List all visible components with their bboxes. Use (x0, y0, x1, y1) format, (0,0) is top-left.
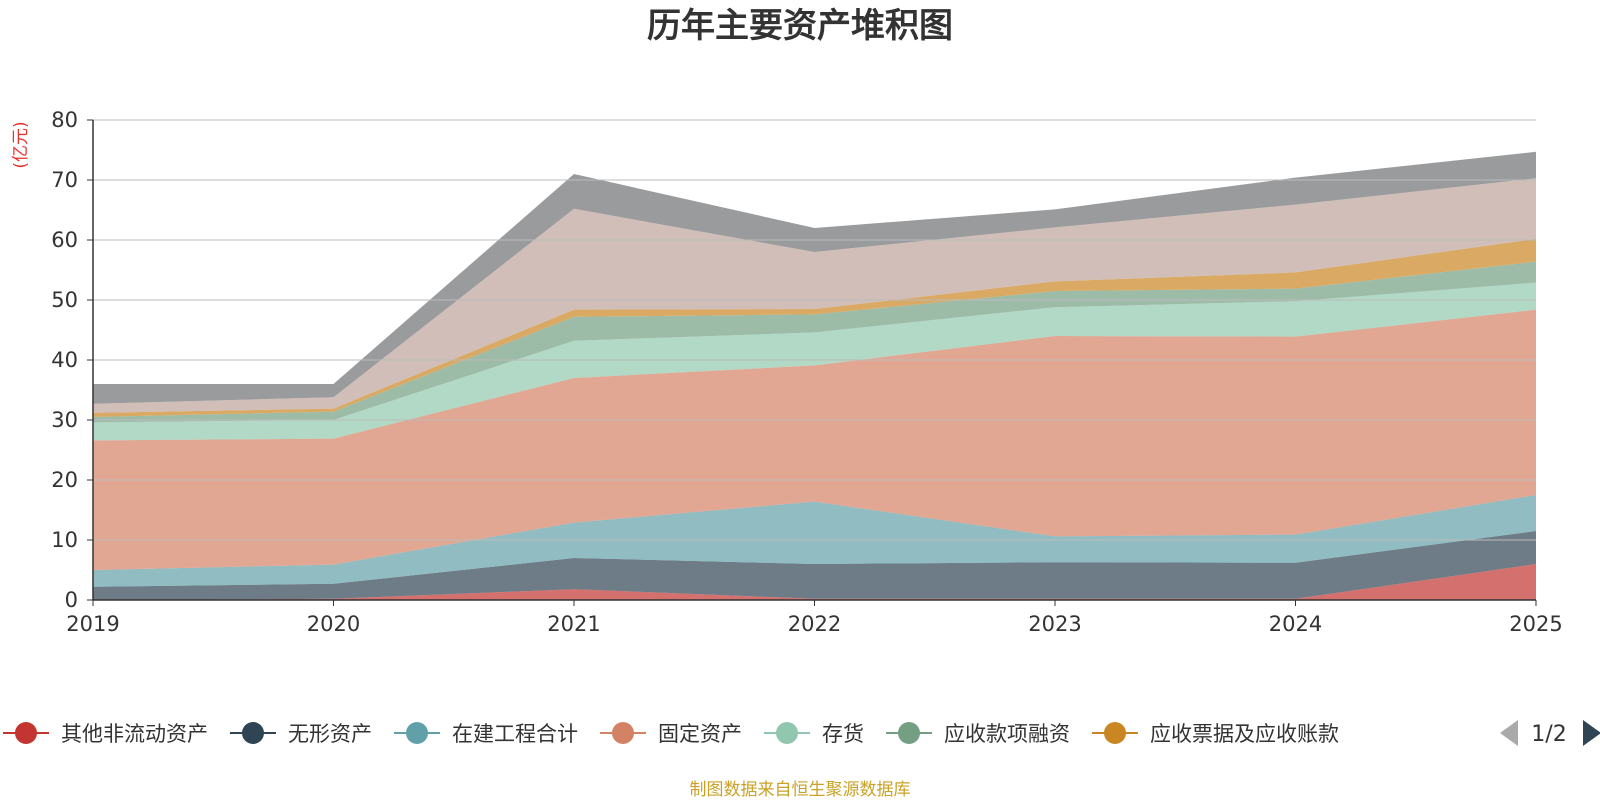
chart-title: 历年主要资产堆积图 (647, 6, 953, 46)
y-tick-label: 10 (51, 528, 78, 552)
y-tick-label: 80 (51, 108, 78, 132)
legend-label: 应收票据及应收账款 (1150, 722, 1339, 746)
legend-label: 在建工程合计 (452, 722, 578, 746)
legend-label: 其他非流动资产 (61, 722, 208, 746)
x-tick-label: 2024 (1269, 612, 1322, 636)
legend: 其他非流动资产 无形资产 在建工程合计 固定资产 存货 应收款项融资 应收票据及应收账款 (3, 722, 1339, 746)
y-tick-label: 0 (65, 588, 78, 612)
pager-next-icon[interactable] (1583, 720, 1600, 746)
legend-pager: 1/2 (1500, 720, 1600, 747)
x-tick-label: 2021 (547, 612, 600, 636)
area-series-2 (93, 495, 1536, 587)
legend-label: 固定资产 (658, 722, 742, 746)
pager-prev-icon[interactable] (1500, 720, 1518, 746)
x-tick-label: 2019 (66, 612, 119, 636)
y-tick-label: 30 (51, 408, 78, 432)
legend-label: 无形资产 (288, 722, 372, 746)
legend-label: 存货 (822, 722, 864, 746)
y-tick-label: 60 (51, 228, 78, 252)
legend-item-0[interactable]: 其他非流动资产 (3, 722, 208, 746)
x-tick-label: 2022 (788, 612, 841, 636)
x-tick-label: 2023 (1028, 612, 1081, 636)
legend-item-4[interactable]: 存货 (763, 722, 864, 746)
legend-circle-icon (405, 722, 428, 744)
legend-label: 应收款项融资 (944, 722, 1070, 746)
area-series-3 (93, 309, 1536, 570)
y-tick-label: 70 (51, 168, 78, 192)
legend-circle-icon (15, 722, 37, 744)
area-series-5 (93, 261, 1536, 423)
legend-circle-icon (611, 722, 634, 744)
area-series-6 (93, 238, 1536, 417)
legend-item-1[interactable]: 无形资产 (229, 722, 372, 746)
area-series-0 (93, 564, 1536, 600)
legend-item-6[interactable]: 应收票据及应收账款 (1091, 722, 1339, 746)
legend-circle-icon (1103, 722, 1126, 744)
x-tick-label: 2025 (1509, 612, 1562, 636)
area-series-4 (93, 282, 1536, 441)
y-tick-label: 40 (51, 348, 78, 372)
legend-item-3[interactable]: 固定资产 (599, 722, 742, 746)
area-series-7 (93, 178, 1536, 413)
x-tick-label: 2020 (307, 612, 360, 636)
data-source-note: 制图数据来自恒生聚源数据库 (690, 780, 911, 800)
plot-area: 0 10 20 30 40 50 60 70 80 2019 2020 2021 2022 2023 202… (51, 108, 1562, 636)
legend-circle-icon (897, 722, 920, 744)
legend-circle-icon (241, 722, 264, 744)
area-series-8 (93, 151, 1536, 404)
pager-label: 1/2 (1531, 722, 1566, 747)
legend-circle-icon (775, 722, 798, 744)
y-axis-unit-label: (亿元) (11, 121, 31, 168)
y-tick-label: 50 (51, 288, 78, 312)
y-tick-label: 20 (51, 468, 78, 492)
legend-item-2[interactable]: 在建工程合计 (393, 722, 578, 746)
legend-item-5[interactable]: 应收款项融资 (885, 722, 1070, 746)
area-series-1 (93, 531, 1536, 600)
